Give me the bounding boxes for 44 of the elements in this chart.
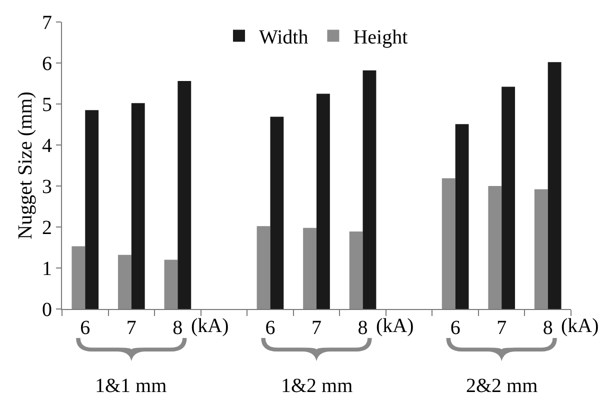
y-tick-label: 7 bbox=[42, 12, 52, 34]
y-tick-label: 0 bbox=[42, 299, 52, 321]
bar bbox=[131, 103, 145, 309]
x-tick-label: 8 bbox=[542, 317, 553, 339]
bar bbox=[178, 81, 192, 309]
text: 1&2 mm bbox=[281, 375, 354, 397]
x-tick-label: 6 bbox=[80, 317, 90, 339]
y-tick-label: 2 bbox=[42, 217, 52, 239]
bar bbox=[349, 232, 363, 309]
bar bbox=[548, 62, 562, 309]
text: 2&2 mm bbox=[466, 375, 538, 397]
bar bbox=[303, 228, 316, 309]
text: (kA) bbox=[376, 315, 414, 337]
bar bbox=[256, 226, 270, 309]
x-tick-label: 6 bbox=[265, 317, 276, 339]
bar bbox=[362, 70, 376, 309]
x-tick-label: 7 bbox=[496, 317, 507, 339]
y-tick-label: 4 bbox=[42, 135, 52, 157]
bar bbox=[442, 178, 456, 309]
bar bbox=[72, 246, 86, 309]
bar bbox=[316, 94, 330, 309]
x-tick-label: 7 bbox=[126, 317, 136, 339]
bar bbox=[270, 116, 284, 309]
text: (kA) bbox=[561, 315, 599, 337]
text: 1&1 mm bbox=[95, 375, 168, 397]
bar bbox=[502, 86, 516, 309]
x-tick-label: 8 bbox=[172, 317, 183, 339]
text: (kA) bbox=[191, 315, 229, 337]
bar bbox=[118, 254, 132, 309]
bar bbox=[164, 260, 178, 309]
y-tick-label: 5 bbox=[42, 94, 52, 116]
x-tick-label: 8 bbox=[358, 317, 368, 339]
y-axis-title: Nugget Size (mm) bbox=[14, 92, 36, 240]
x-tick-label: 6 bbox=[450, 317, 460, 339]
y-tick-label: 3 bbox=[42, 176, 52, 198]
legend-label: Height bbox=[353, 26, 408, 49]
x-tick-label: 7 bbox=[312, 317, 322, 339]
bar bbox=[455, 124, 469, 309]
y-tick-label: 1 bbox=[42, 258, 52, 280]
y-tick-label: 6 bbox=[42, 53, 52, 75]
bar bbox=[488, 186, 502, 309]
bar bbox=[85, 110, 99, 309]
bar bbox=[534, 189, 548, 309]
legend-label: Width bbox=[259, 26, 308, 49]
